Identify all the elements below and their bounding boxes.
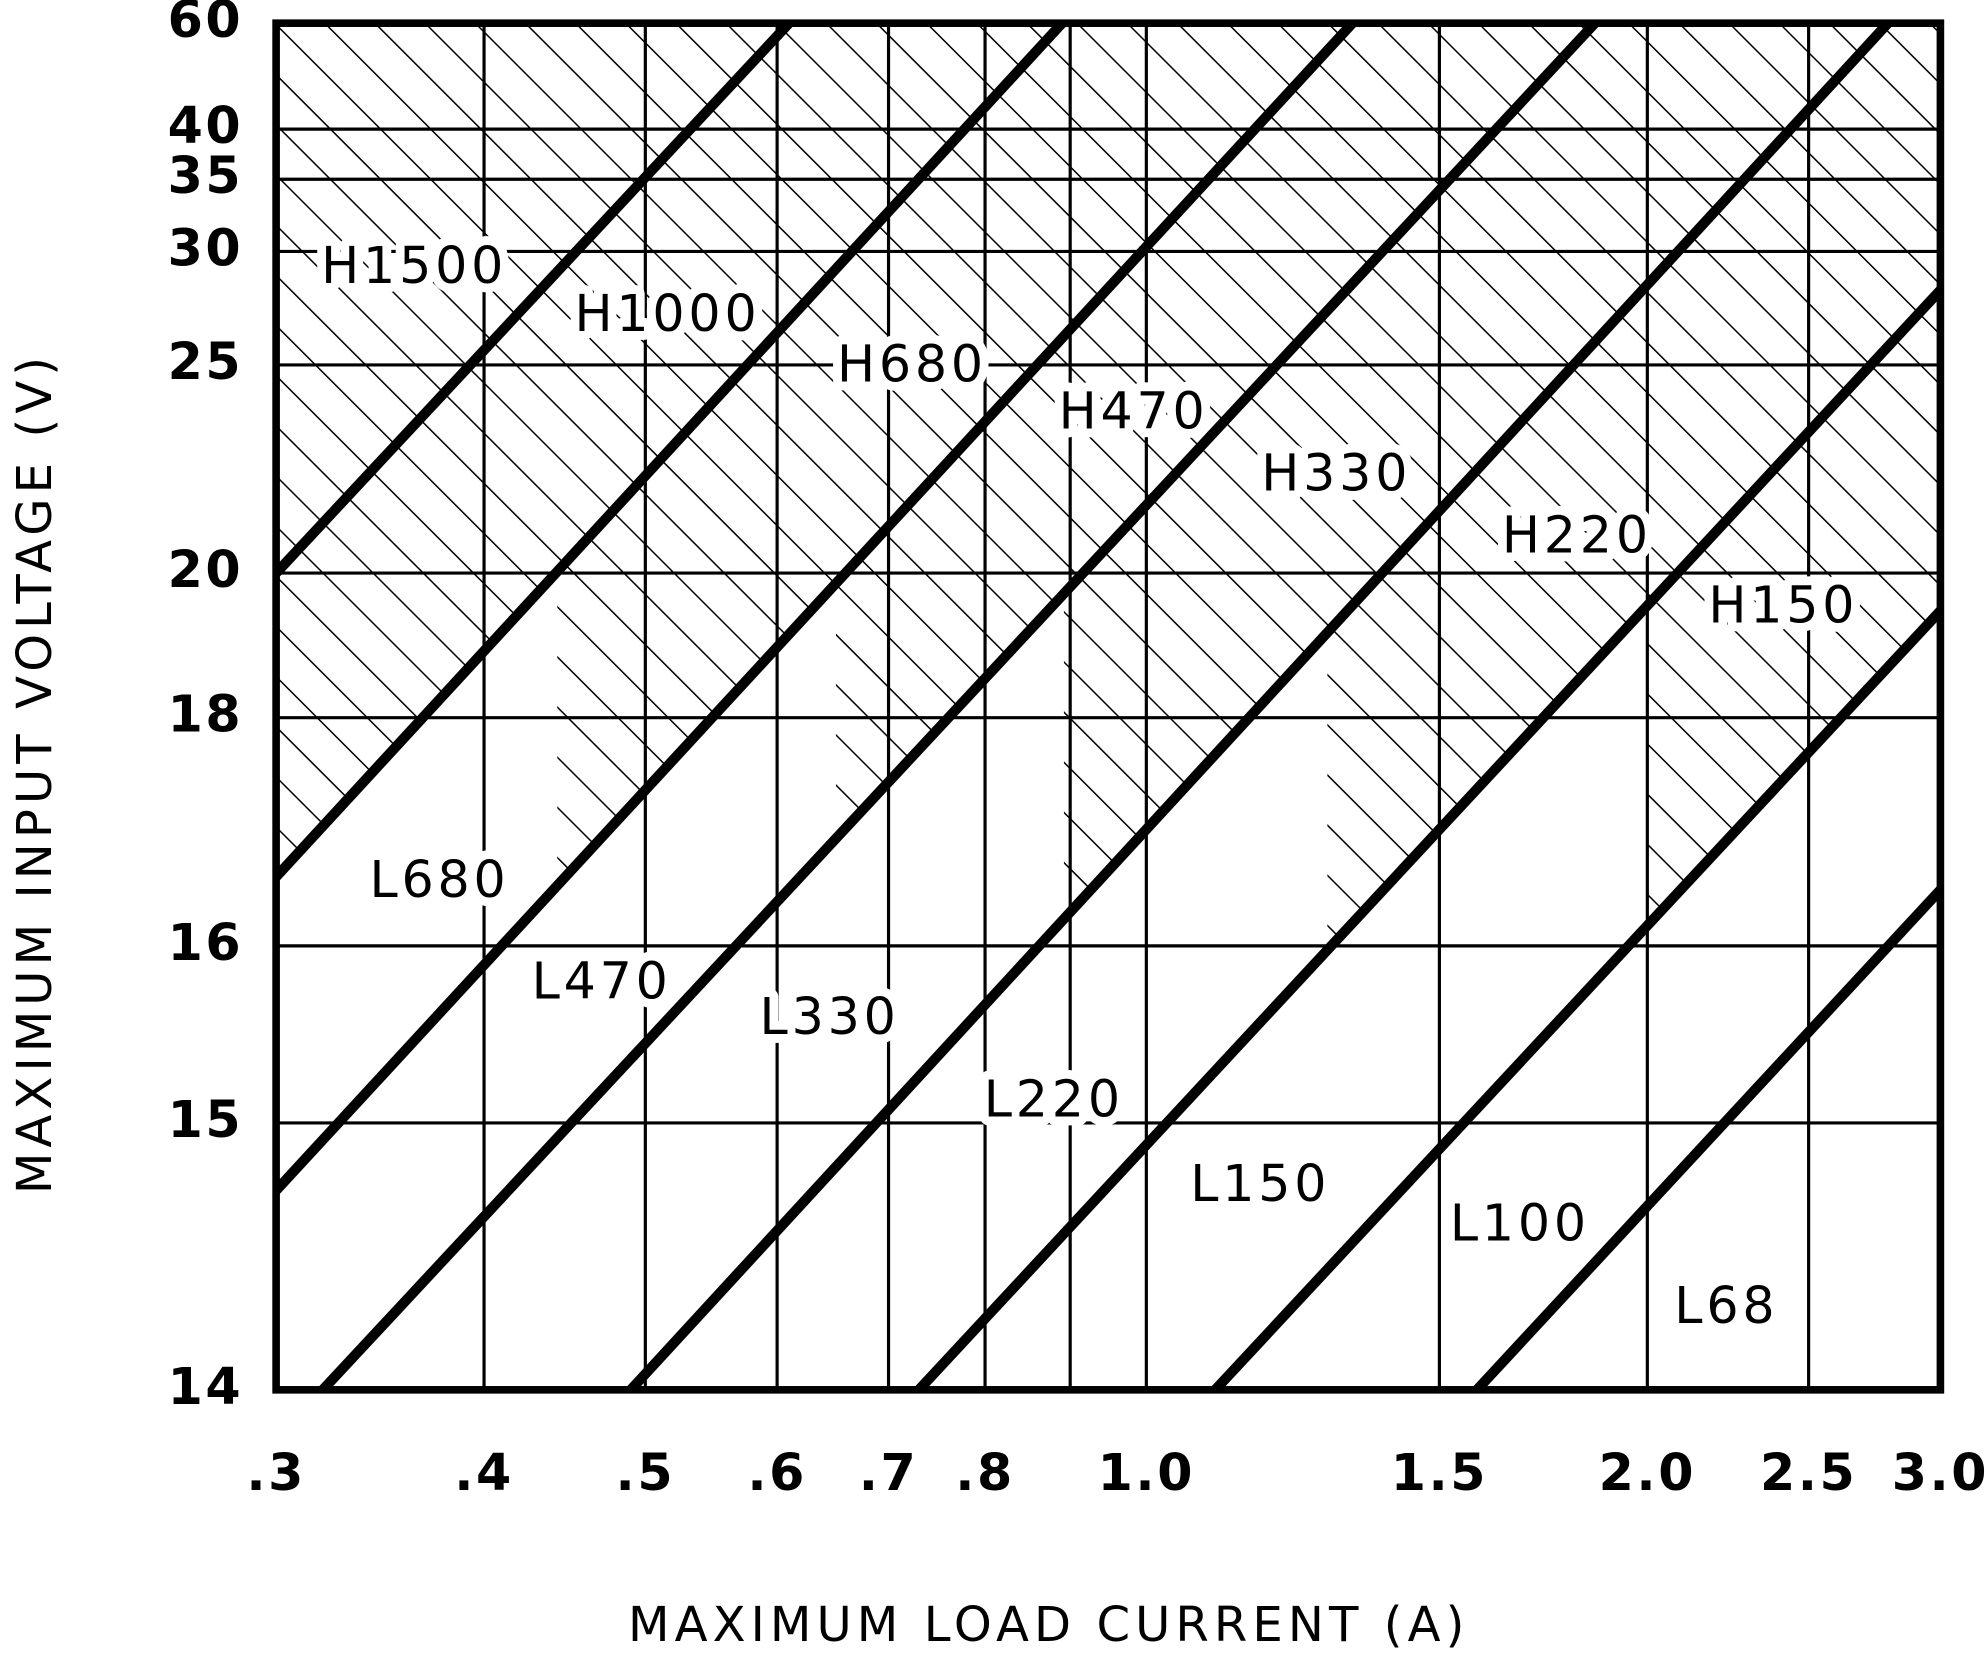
- y-tick-label: 14: [168, 1357, 244, 1416]
- y-tick-label: 40: [168, 96, 244, 155]
- x-axis-title: MAXIMUM LOAD CURRENT (A): [628, 1597, 1469, 1653]
- boundary-line: [623, 23, 1895, 1390]
- region-label: H150: [1708, 575, 1858, 634]
- region-label: L68: [1674, 1276, 1778, 1335]
- region-label: L330: [760, 987, 900, 1046]
- region-label: H330: [1261, 444, 1411, 503]
- y-tick-label: 30: [168, 218, 244, 277]
- region-label: H1500: [321, 236, 507, 295]
- hatched-region: [276, 23, 1941, 951]
- boundary-line: [1208, 603, 1941, 1390]
- y-tick-label: 16: [168, 913, 244, 972]
- x-tick-label: 2.0: [1599, 1443, 1696, 1502]
- boundary-line: [276, 23, 1069, 885]
- x-tick-label: .6: [747, 1443, 807, 1502]
- region-label: H470: [1059, 382, 1209, 441]
- region-label: H1000: [574, 284, 760, 343]
- region-label: H680: [837, 335, 987, 394]
- region-label: L150: [1190, 1154, 1330, 1213]
- x-tick-label: .5: [616, 1443, 676, 1502]
- region-label: H220: [1502, 506, 1652, 565]
- x-tick-label: .7: [859, 1443, 919, 1502]
- region-label: L470: [532, 952, 672, 1011]
- boundary-line: [911, 282, 1941, 1390]
- y-tick-label: 60: [168, 0, 244, 49]
- y-tick-label: 18: [168, 685, 244, 744]
- boundary-line: [276, 23, 1360, 1198]
- x-tick-label: 3.0: [1892, 1443, 1986, 1502]
- y-tick-label: 35: [168, 146, 244, 205]
- boundary-line: [315, 23, 1602, 1390]
- y-tick-label: 15: [168, 1090, 244, 1149]
- boundary-line: [1470, 882, 1941, 1390]
- x-tick-label: 1.0: [1098, 1443, 1195, 1502]
- x-tick-label: 2.5: [1760, 1443, 1857, 1502]
- region-label: L100: [1450, 1193, 1590, 1252]
- region-label: L220: [984, 1069, 1124, 1128]
- x-tick-label: .4: [454, 1443, 514, 1502]
- region-label: L680: [369, 850, 509, 909]
- plot-frame: [272, 19, 1945, 1394]
- x-tick-label: .3: [246, 1443, 306, 1502]
- boundary-line: [276, 23, 796, 581]
- x-tick-label: .8: [955, 1443, 1015, 1502]
- y-axis-title: MAXIMUM INPUT VOLTAGE (V): [7, 352, 63, 1194]
- x-tick-label: 1.5: [1391, 1443, 1488, 1502]
- y-tick-label: 25: [168, 332, 244, 391]
- y-tick-label: 20: [168, 540, 244, 599]
